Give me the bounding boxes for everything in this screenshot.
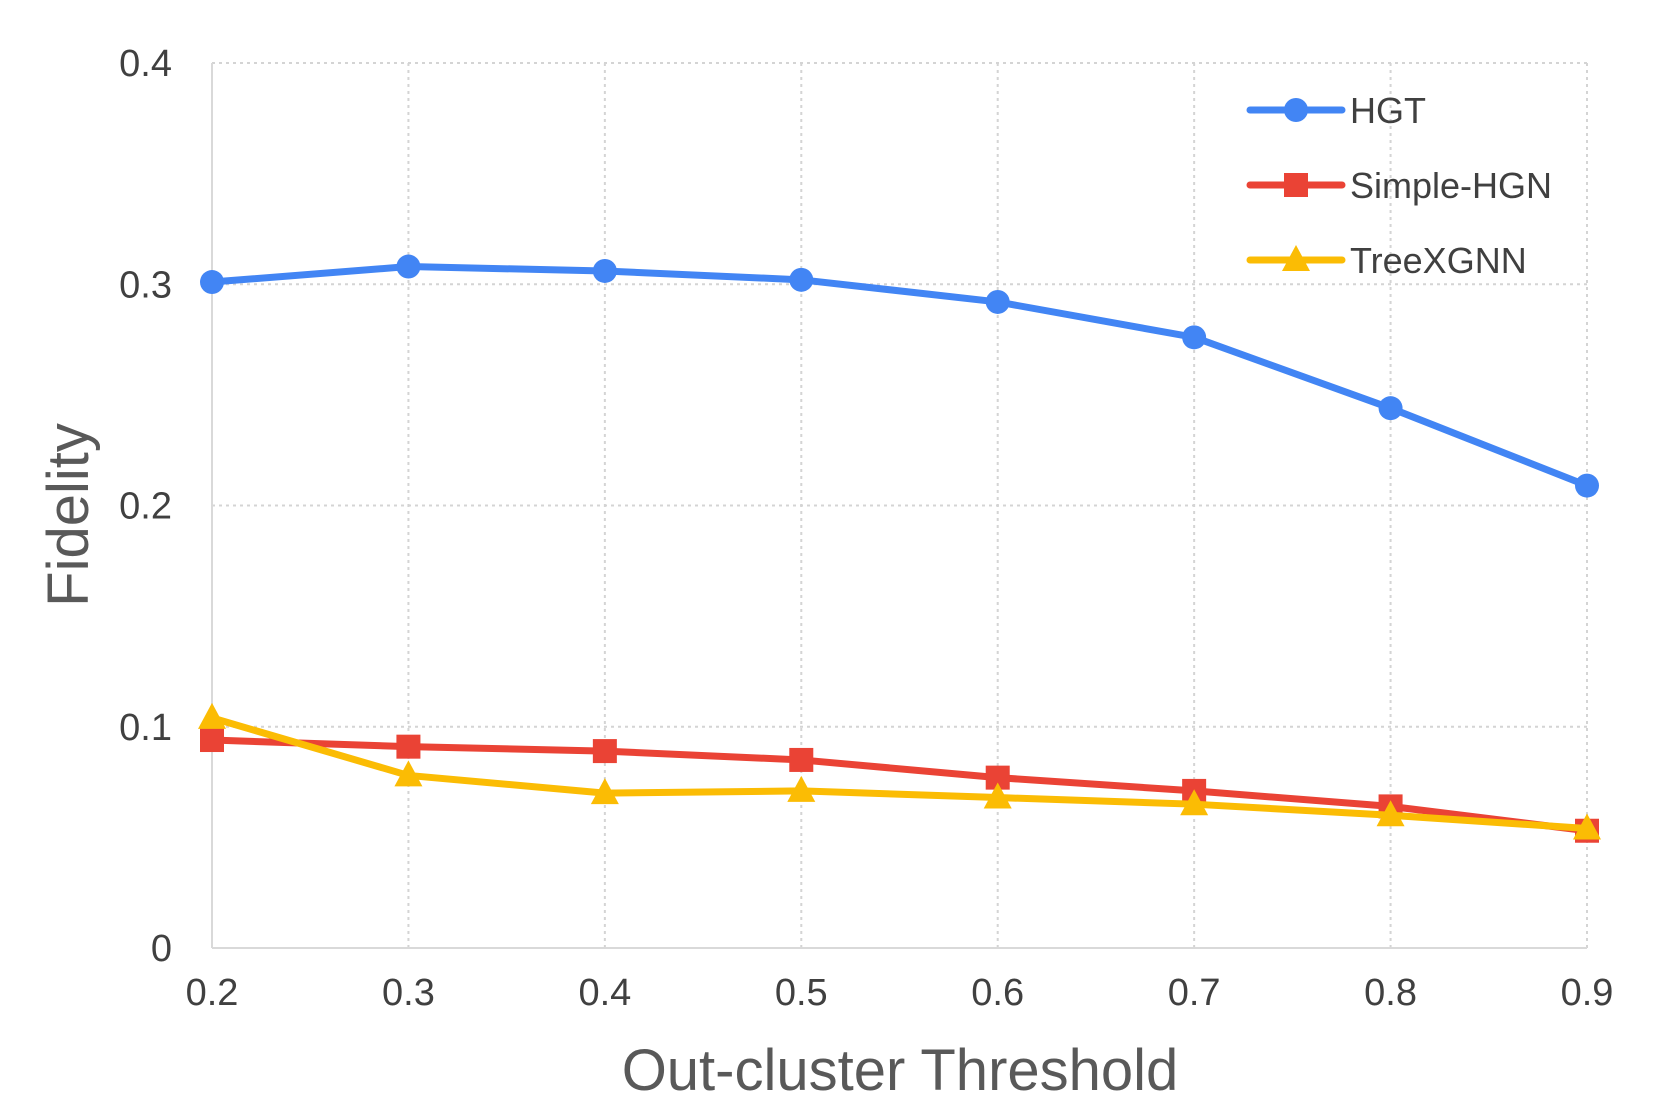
treexgnn-point [1573, 813, 1601, 840]
x-tick-label: 0.2 [186, 972, 239, 1014]
y-axis-title: Fidelity [36, 423, 101, 607]
x-tick-label: 0.7 [1168, 972, 1221, 1014]
hgt-point [1378, 396, 1403, 421]
x-tick-label: 0.4 [578, 972, 631, 1014]
hgt-line [208, 263, 1591, 490]
simple-hgn-point [592, 739, 617, 764]
series [198, 254, 1601, 843]
x-tick-label: 0.9 [1561, 972, 1614, 1014]
y-tick-label: 0.2 [119, 486, 172, 528]
simple-hgn-point [789, 747, 814, 772]
treexgnn-point [394, 760, 423, 787]
hgt-point [200, 270, 224, 295]
treexgnn-line [208, 714, 1591, 833]
y-tick-label: 0.1 [119, 707, 172, 749]
legend-item-hgt: HGT [1246, 90, 1426, 131]
legend: HGT Simple-HGN TreeXGNN [1246, 90, 1552, 281]
legend-item-simple-hgn: Simple-HGN [1246, 165, 1552, 206]
treexgnn-point [787, 775, 816, 802]
series-treexgnn [198, 702, 1601, 840]
treexgnn-point [590, 778, 619, 805]
x-axis-title: Out-cluster Threshold [622, 1038, 1179, 1100]
hgt-point [789, 267, 814, 292]
hgt-point [1182, 325, 1207, 350]
legend-label: TreeXGNN [1350, 240, 1527, 281]
legend-label: Simple-HGN [1350, 165, 1552, 206]
y-tick-label: 0.3 [119, 264, 172, 306]
axes: 0 0.1 0.2 0.3 0.4 0.2 0.3 0.4 0.5 0.6 0.7 0.8 0.9 [119, 43, 1613, 1014]
x-tick-label: 0.5 [775, 972, 828, 1014]
treexgnn-point [1180, 789, 1209, 816]
series-hgt [200, 254, 1599, 498]
y-tick-label: 0.4 [119, 43, 172, 85]
simple-hgn-line [208, 736, 1591, 835]
hgt-point [985, 289, 1010, 314]
simple-hgn-point [200, 728, 224, 753]
x-tick-label: 0.3 [382, 972, 435, 1014]
legend-swatch-marker [1282, 245, 1310, 271]
x-tick-label: 0.8 [1364, 972, 1417, 1014]
legend-label: HGT [1350, 90, 1426, 131]
hgt-point [396, 254, 421, 279]
legend-swatch-marker [1284, 98, 1308, 122]
treexgnn-point [198, 702, 226, 729]
simple-hgn-point [396, 734, 421, 759]
treexgnn-point [1376, 800, 1405, 827]
treexgnn-point [983, 782, 1012, 809]
y-tick-label: 0 [151, 928, 172, 970]
x-tick-label: 0.6 [971, 972, 1024, 1014]
hgt-point [1575, 473, 1599, 498]
hgt-point [592, 258, 617, 283]
legend-item-treexgnn: TreeXGNN [1246, 240, 1527, 281]
legend-swatch-marker [1284, 173, 1308, 197]
